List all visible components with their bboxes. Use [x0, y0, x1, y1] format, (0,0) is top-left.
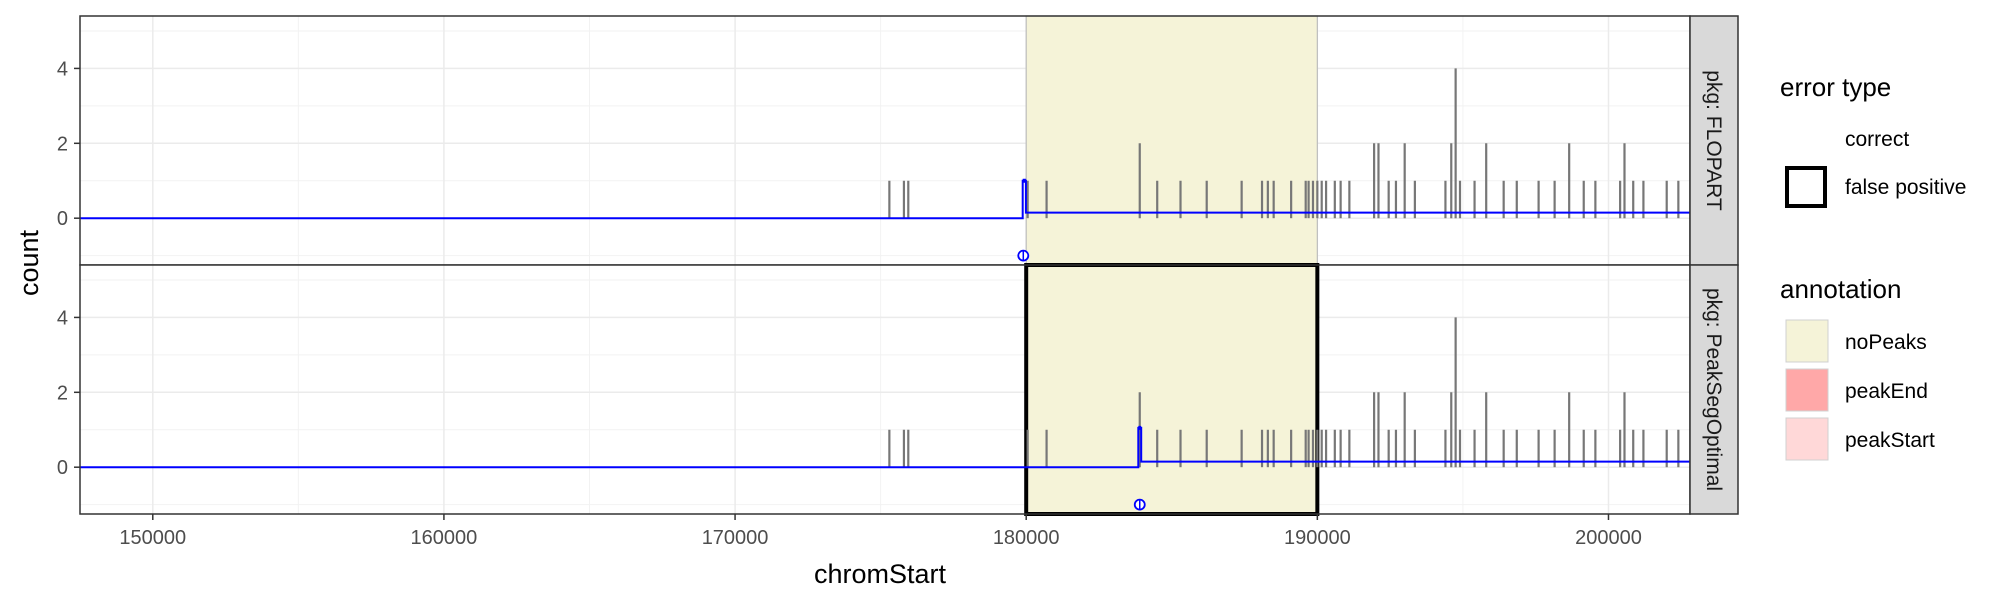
x-tick-label: 180000 — [993, 527, 1060, 549]
x-tick-label: 150000 — [119, 527, 186, 549]
y-tick-label: 2 — [57, 133, 68, 155]
facet-strip — [1689, 15, 1739, 266]
x-tick-label: 160000 — [411, 527, 478, 549]
panel-1: 0 2 4 pkg: FLOPART — [57, 15, 1739, 266]
y-tick-label: 0 — [57, 208, 68, 230]
legend-annotation-items: noPeaks peakEnd peakStart — [1785, 319, 1935, 461]
legend-error-type-title: error type — [1780, 72, 1891, 102]
x-tick-label: 200000 — [1575, 527, 1642, 549]
legend-label-peakStart: peakStart — [1845, 429, 1935, 452]
legend-key-peakStart — [1785, 417, 1829, 461]
legend-label-noPeaks: noPeaks — [1845, 331, 1927, 354]
facet-strip-label: pkg: PeakSegOptimal — [1702, 288, 1725, 491]
panel-2: 0 2 4 pkg: PeakSegOptimal — [57, 263, 1739, 516]
y-tick-label: 4 — [57, 58, 68, 80]
y-axis-title: count — [14, 229, 44, 296]
legend: error type correct false positive annota… — [1780, 72, 1966, 461]
x-tick-label: 190000 — [1284, 527, 1351, 549]
annotation-region-noPeaks — [1025, 15, 1318, 266]
x-tick-label: 170000 — [702, 527, 769, 549]
y-tick-label: 0 — [57, 457, 68, 479]
y-tick-label: 2 — [57, 382, 68, 404]
legend-key-peakEnd — [1785, 368, 1829, 412]
facet-strip-label: pkg: FLOPART — [1702, 70, 1725, 211]
legend-label-false-positive: false positive — [1845, 176, 1966, 199]
legend-key-correct — [1786, 125, 1826, 165]
legend-key-noPeaks — [1785, 319, 1829, 363]
y-tick-label: 4 — [57, 307, 68, 329]
legend-key-false-positive — [1785, 166, 1827, 208]
legend-label-correct: correct — [1845, 128, 1909, 151]
facet-strip — [1689, 264, 1739, 515]
legend-annotation-title: annotation — [1780, 274, 1901, 304]
panel-background — [80, 265, 1690, 514]
panel-background — [80, 16, 1690, 265]
annotation-region-noPeaks — [1024, 263, 1320, 516]
x-axis: 150000 160000 170000 180000 190000 200000 — [119, 514, 1642, 549]
panels: 0 2 4 pkg: FLOPART 0 2 4 pkg: PeakSegOptimal — [57, 15, 1739, 516]
x-axis-title: chromStart — [814, 559, 947, 589]
legend-label-peakEnd: peakEnd — [1845, 380, 1928, 403]
